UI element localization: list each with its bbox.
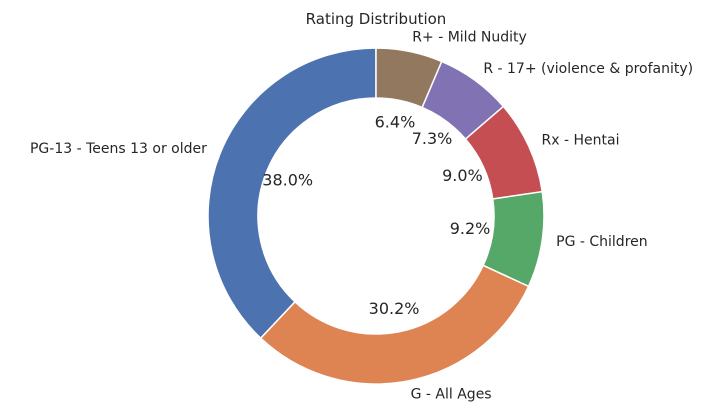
slice-label-pg-13-teens-13-or-older: PG-13 - Teens 13 or older <box>30 141 207 157</box>
slice-r-mild-nudity <box>375 47 443 109</box>
percent-label-g-all-ages: 30.2% <box>369 299 420 318</box>
percent-labels-group: 38.0% 30.2% 9.2% 9.0% 7.3%6.4% <box>262 112 490 317</box>
slice-pg-13-teens-13-or-older <box>207 47 377 340</box>
percent-label-rx-hentai: 9.0% <box>442 166 483 185</box>
slice-labels-group: PG-13 - Teens 13 or older G - All Ages PG … <box>30 30 693 403</box>
percent-label-pg-children: 9.2% <box>450 219 491 238</box>
percent-label-pg-13-teens-13-or-older: 38.0% <box>262 170 313 189</box>
slices-group <box>207 47 545 385</box>
slice-label-pg-children: PG - Children <box>556 234 648 250</box>
slice-label-r-17-violence-profanity: R - 17+ (violence & profanity) <box>483 61 693 77</box>
slice-label-g-all-ages: G - All Ages <box>411 387 492 403</box>
chart-title: Rating Distribution <box>306 10 447 28</box>
percent-label-r-mild-nudity: 6.4% <box>375 112 416 131</box>
slice-label-r-mild-nudity: R+ - Mild Nudity <box>412 30 527 46</box>
slice-label-rx-hentai: Rx - Hentai <box>542 132 620 148</box>
percent-label-r-17-violence-profanity: 7.3% <box>412 129 453 148</box>
slice-g-all-ages <box>259 264 530 385</box>
